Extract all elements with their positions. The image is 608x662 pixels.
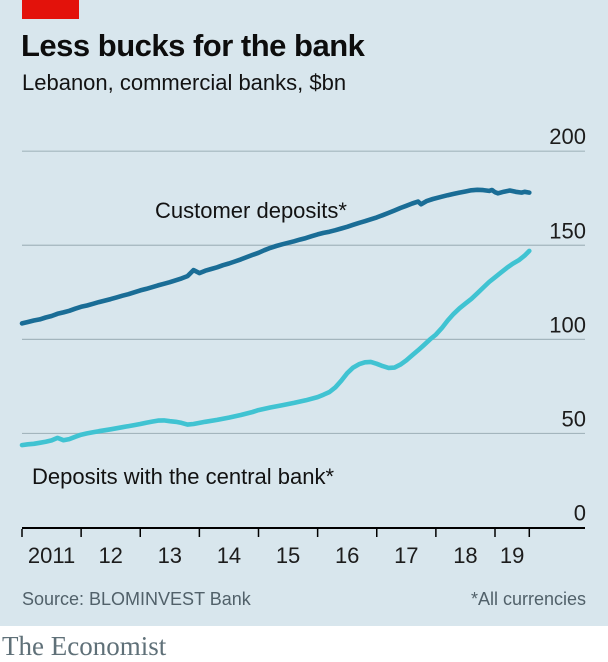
chart-title: Less bucks for the bank xyxy=(21,28,365,63)
economist-wordmark: The Economist xyxy=(2,631,167,661)
x-tick-label-16: 16 xyxy=(335,543,359,568)
chart-canvas: 0 50 100 150 200 2011 12 13 14 15 16 17 18 19 xyxy=(19,124,586,568)
economist-red-tab xyxy=(22,0,79,19)
footnote-text: *All currencies xyxy=(470,589,586,609)
x-tick-label-17: 17 xyxy=(394,543,418,568)
y-tick-label-50: 50 xyxy=(562,406,586,431)
y-tick-label-0: 0 xyxy=(574,501,586,526)
chart-card: Less bucks for the bank Lebanon, commerc… xyxy=(0,0,608,626)
footer: The Economist xyxy=(0,626,608,662)
y-tick-label-150: 150 xyxy=(549,218,586,243)
chart-subtitle: Lebanon, commercial banks, $bn xyxy=(22,70,347,95)
x-tick-label-14: 14 xyxy=(217,543,241,568)
series-label-customer-deposits: Customer deposits* xyxy=(155,198,347,223)
x-tick-label-19: 19 xyxy=(500,543,524,568)
y-tick-label-200: 200 xyxy=(549,124,586,149)
x-tick-label-15: 15 xyxy=(276,543,300,568)
series-central-bank xyxy=(19,248,532,448)
series-customer-deposits xyxy=(19,187,532,326)
x-tick-label-13: 13 xyxy=(158,543,182,568)
series-label-central-bank: Deposits with the central bank* xyxy=(32,464,335,489)
y-tick-label-100: 100 xyxy=(549,312,586,337)
x-tick-label-2011: 2011 xyxy=(28,543,75,568)
x-tick-label-12: 12 xyxy=(98,543,122,568)
x-tick-label-18: 18 xyxy=(453,543,477,568)
source-text: Source: BLOMINVEST Bank xyxy=(22,589,251,609)
